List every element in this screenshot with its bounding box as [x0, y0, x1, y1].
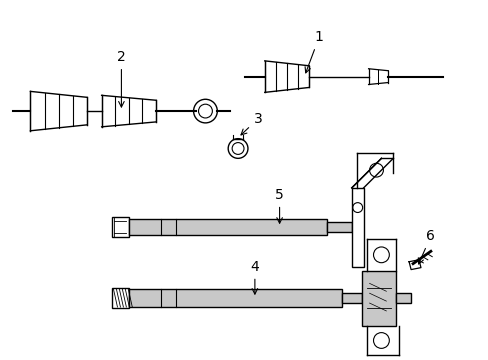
Text: 3: 3	[241, 112, 262, 135]
Text: 5: 5	[275, 188, 284, 223]
Bar	[341, 293, 361, 303]
Bar	[326, 222, 351, 232]
Bar	[361, 271, 395, 326]
Text: 6: 6	[417, 229, 434, 264]
Text: 4: 4	[250, 260, 259, 294]
Bar	[111, 288, 129, 308]
Text: 2: 2	[117, 50, 125, 107]
Bar	[351, 188, 363, 267]
Bar	[129, 219, 326, 235]
Bar	[129, 289, 341, 307]
Text: 1: 1	[305, 30, 323, 73]
Bar	[395, 293, 410, 303]
Bar	[111, 217, 129, 237]
